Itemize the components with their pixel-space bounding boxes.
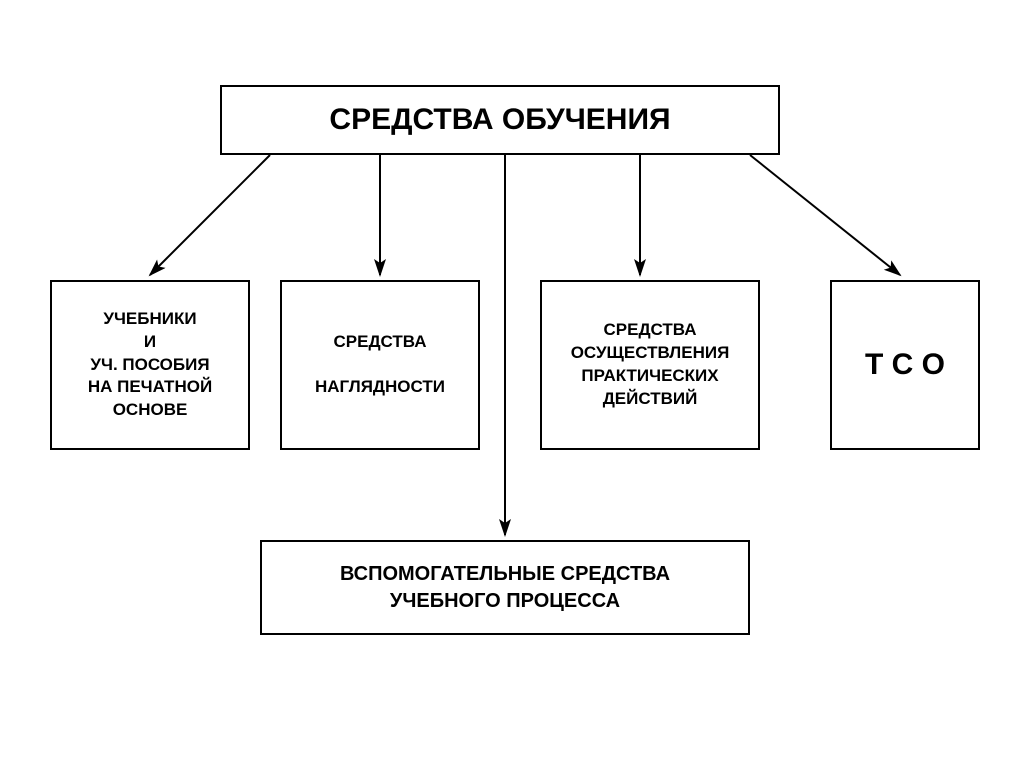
node-auxiliary-label: ВСПОМОГАТЕЛЬНЫЕ СРЕДСТВА УЧЕБНОГО ПРОЦЕС… <box>334 557 676 619</box>
node-practical-means: СРЕДСТВА ОСУЩЕСТВЛЕНИЯ ПРАКТИЧЕСКИХ ДЕЙС… <box>540 280 760 450</box>
node-practical-means-label: СРЕДСТВА ОСУЩЕСТВЛЕНИЯ ПРАКТИЧЕСКИХ ДЕЙС… <box>565 315 736 415</box>
diagram-canvas: СРЕДСТВА ОБУЧЕНИЯ УЧЕБНИКИ И УЧ. ПОСОБИЯ… <box>0 0 1024 768</box>
node-tso-label: Т С О <box>859 341 951 390</box>
node-visual-aids: СРЕДСТВА НАГЛЯДНОСТИ <box>280 280 480 450</box>
node-root-label: СРЕДСТВА ОБУЧЕНИЯ <box>323 96 676 145</box>
node-tso: Т С О <box>830 280 980 450</box>
node-visual-aids-label: СРЕДСТВА НАГЛЯДНОСТИ <box>309 327 451 404</box>
node-textbooks-label: УЧЕБНИКИ И УЧ. ПОСОБИЯ НА ПЕЧАТНОЙ ОСНОВ… <box>82 304 218 427</box>
node-textbooks: УЧЕБНИКИ И УЧ. ПОСОБИЯ НА ПЕЧАТНОЙ ОСНОВ… <box>50 280 250 450</box>
node-root: СРЕДСТВА ОБУЧЕНИЯ <box>220 85 780 155</box>
edge-arrow <box>150 155 270 275</box>
node-auxiliary: ВСПОМОГАТЕЛЬНЫЕ СРЕДСТВА УЧЕБНОГО ПРОЦЕС… <box>260 540 750 635</box>
edge-arrow <box>750 155 900 275</box>
